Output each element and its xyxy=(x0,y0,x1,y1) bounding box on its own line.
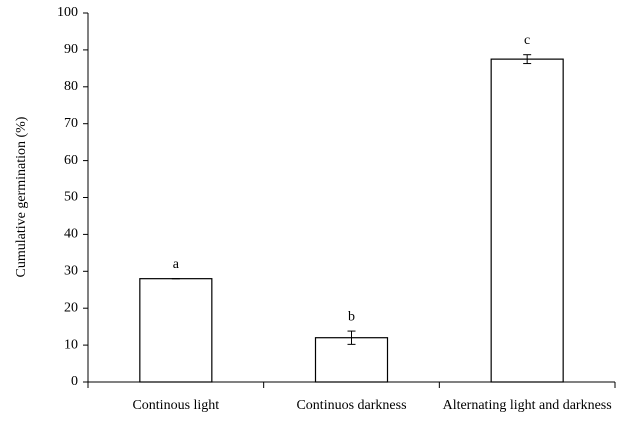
y-tick-label: 50 xyxy=(64,190,78,205)
y-tick-label: 10 xyxy=(64,337,78,352)
y-tick-label: 100 xyxy=(57,5,78,20)
bar xyxy=(139,278,213,383)
error-bar xyxy=(347,330,356,345)
x-tick-label: Continuos darkness xyxy=(296,398,407,413)
y-axis-label: Cumulative germination (%) xyxy=(14,116,29,277)
y-tick-label: 70 xyxy=(64,116,78,131)
x-tick-label: Alternating light and darkness xyxy=(442,398,612,413)
y-tick-label: 0 xyxy=(71,374,78,389)
significance-letter: c xyxy=(524,33,530,48)
y-tick-label: 60 xyxy=(64,153,78,168)
y-tick-label: 20 xyxy=(64,300,78,315)
y-tick-label: 40 xyxy=(64,227,78,242)
error-bar xyxy=(523,54,532,65)
significance-letter: b xyxy=(348,309,355,324)
bar xyxy=(490,58,564,383)
y-tick-label: 90 xyxy=(64,42,78,57)
x-tick-label: Continous light xyxy=(132,398,220,413)
y-tick-label: 80 xyxy=(64,79,78,94)
significance-letter: a xyxy=(173,257,180,272)
y-tick-label: 30 xyxy=(64,264,78,279)
